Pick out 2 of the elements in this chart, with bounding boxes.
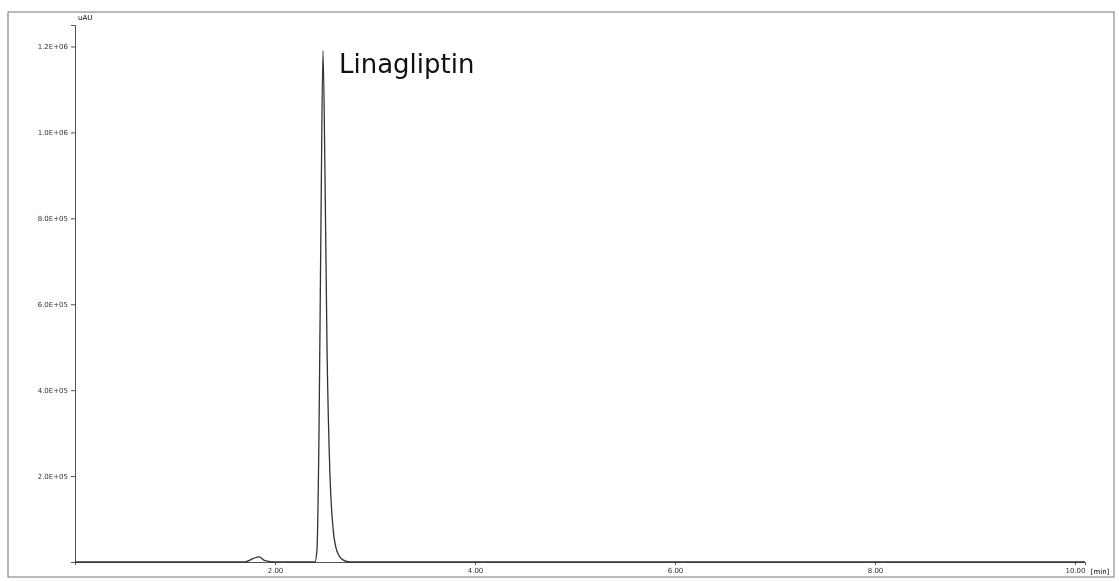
line-series <box>74 50 1086 563</box>
annotation: Linagliptin <box>339 48 475 79</box>
